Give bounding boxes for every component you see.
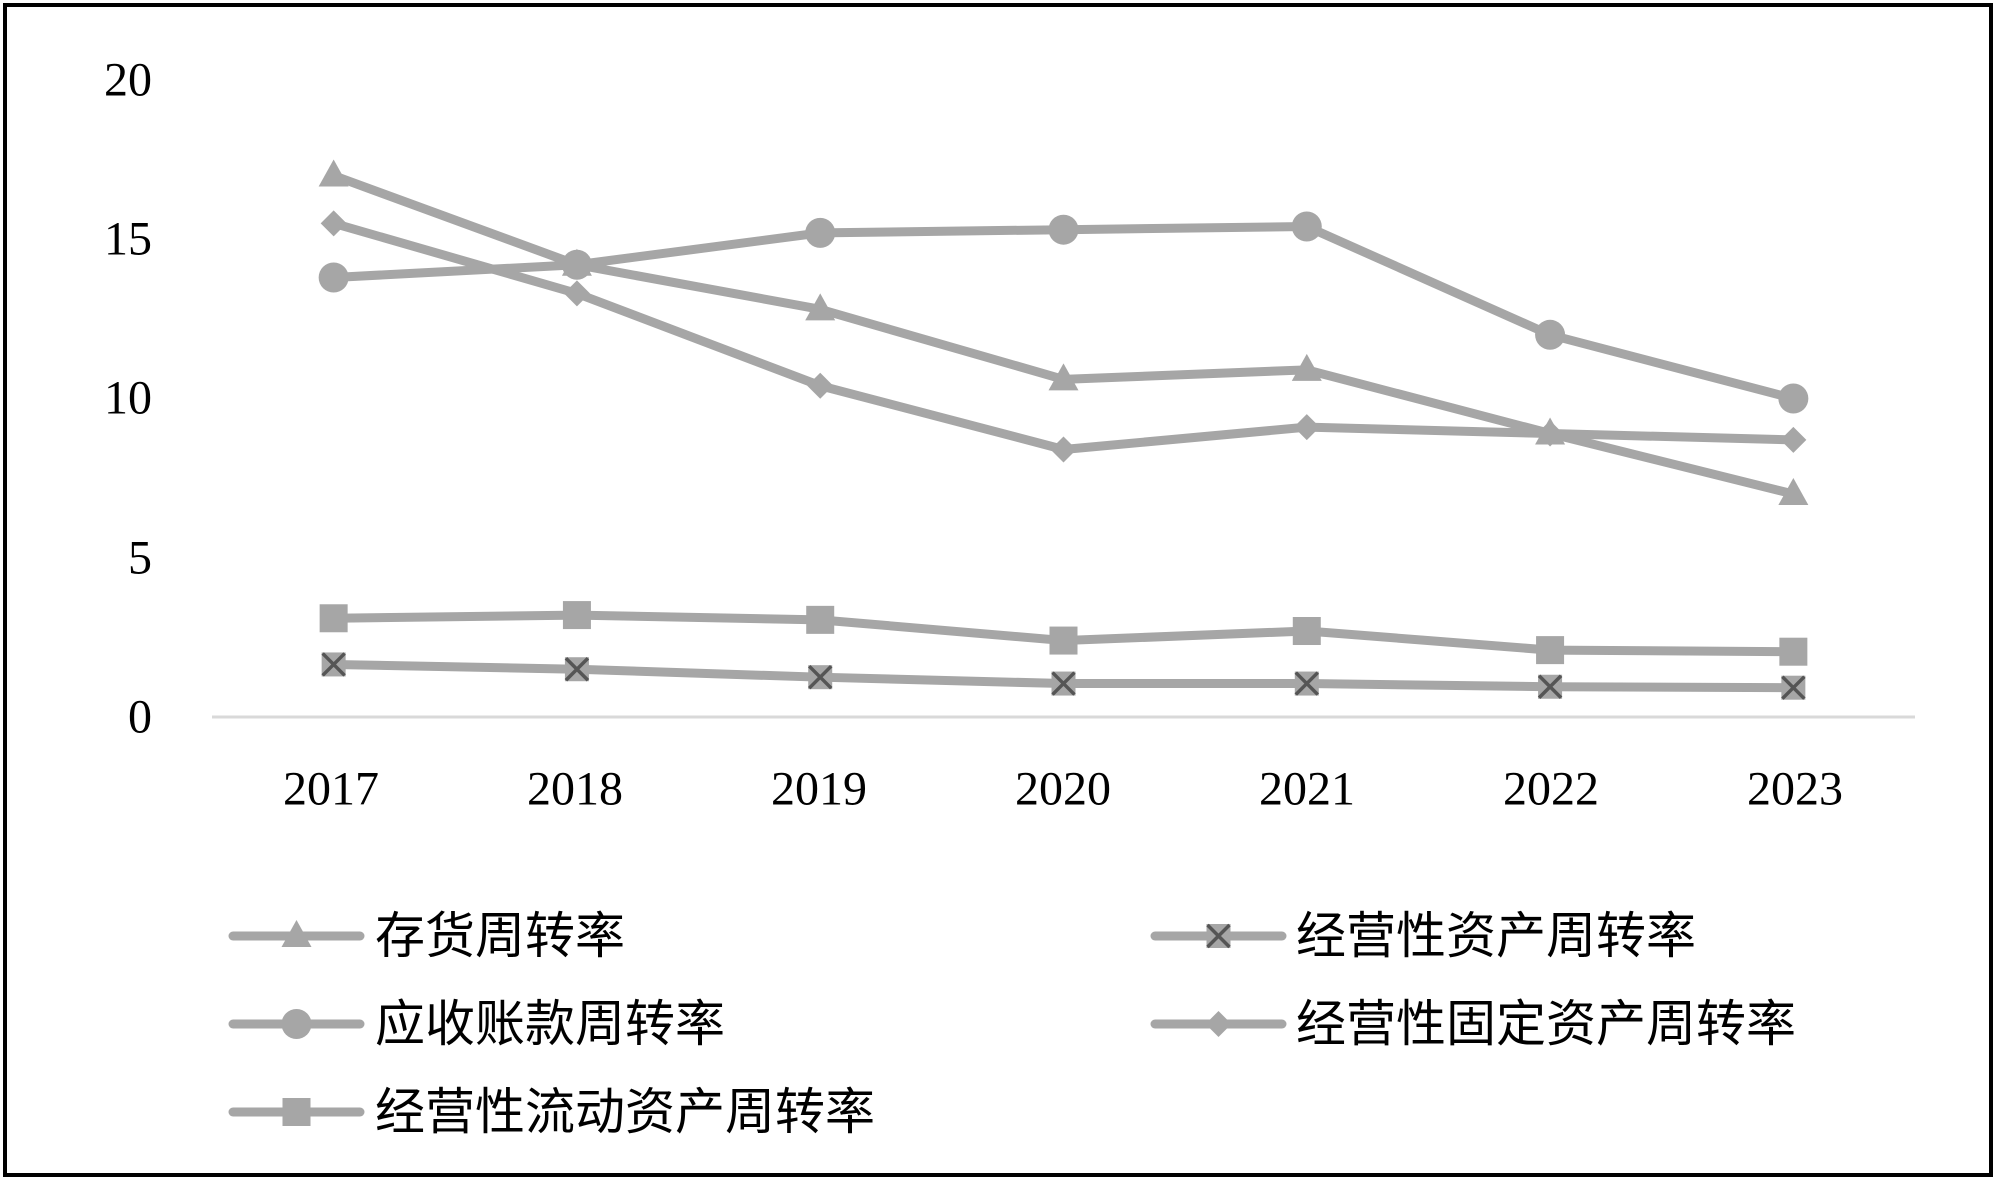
data-point xyxy=(561,249,592,280)
data-point xyxy=(1294,671,1320,696)
chart-frame xyxy=(3,3,1993,1177)
data-point xyxy=(1778,383,1809,414)
legend-symbol xyxy=(1150,923,1287,949)
data-point xyxy=(318,262,349,293)
x-tick-label: 2019 xyxy=(771,763,867,816)
data-point xyxy=(1051,671,1076,696)
data-point xyxy=(564,656,590,682)
data-point xyxy=(1049,626,1078,655)
data-point xyxy=(805,217,836,248)
data-point xyxy=(1050,436,1077,463)
legend-symbol xyxy=(1150,1011,1287,1037)
data-point xyxy=(1781,675,1806,700)
data-point xyxy=(1292,617,1321,646)
legend-marker xyxy=(281,920,312,947)
data-point xyxy=(1537,674,1563,699)
legend-label: 经营性资产周转率 xyxy=(1296,907,1696,965)
legend-marker xyxy=(1206,923,1231,949)
data-point xyxy=(563,280,590,307)
data-point xyxy=(1291,353,1322,381)
x-tick-label: 2017 xyxy=(283,763,379,816)
y-tick-label: 5 xyxy=(128,532,152,585)
data-point xyxy=(319,604,348,633)
data-point xyxy=(318,159,349,187)
y-tick-label: 20 xyxy=(104,54,152,107)
x-tick-label: 2022 xyxy=(1503,763,1599,816)
legend-marker xyxy=(281,1009,312,1039)
data-point xyxy=(807,372,834,399)
data-point xyxy=(1778,478,1809,506)
legend-symbol xyxy=(228,1098,365,1126)
legend-label: 经营性固定资产周转率 xyxy=(1296,995,1796,1053)
legend-label: 经营性流动资产周转率 xyxy=(375,1083,875,1141)
x-tick-label: 2018 xyxy=(527,763,623,816)
x-tick-label: 2023 xyxy=(1747,763,1843,816)
series-3 xyxy=(318,211,1809,414)
legend-symbol xyxy=(228,1009,365,1039)
data-point xyxy=(807,664,833,690)
y-tick-label: 15 xyxy=(104,213,152,266)
series-5 xyxy=(319,601,1808,666)
data-point xyxy=(1291,211,1322,242)
legend: 存货周转率 经营性资产周转率 应收账款周转率 经营性固定资产周转率 经营性流动资… xyxy=(228,907,1796,1141)
data-point xyxy=(1536,636,1565,665)
data-point xyxy=(1537,420,1564,447)
series-4 xyxy=(320,210,1807,463)
data-point xyxy=(562,601,591,630)
x-tick-label: 2021 xyxy=(1259,763,1355,816)
y-tick-label: 0 xyxy=(128,691,152,744)
data-point xyxy=(1048,363,1079,391)
data-point xyxy=(805,293,836,321)
data-point xyxy=(1293,414,1320,441)
legend-label: 应收账款周转率 xyxy=(375,995,725,1053)
x-tick-label: 2020 xyxy=(1015,763,1111,816)
legend-symbol xyxy=(228,920,365,947)
series-2 xyxy=(321,652,1806,700)
data-point xyxy=(806,605,835,634)
data-point xyxy=(1780,426,1807,453)
data-point xyxy=(1048,214,1079,245)
legend-marker xyxy=(282,1098,311,1126)
data-point xyxy=(1535,319,1566,350)
data-point xyxy=(320,210,347,237)
data-point xyxy=(321,652,346,677)
legend-label: 存货周转率 xyxy=(375,907,625,965)
data-point xyxy=(1779,637,1808,666)
y-tick-label: 10 xyxy=(104,372,152,425)
legend-marker xyxy=(1205,1011,1232,1037)
